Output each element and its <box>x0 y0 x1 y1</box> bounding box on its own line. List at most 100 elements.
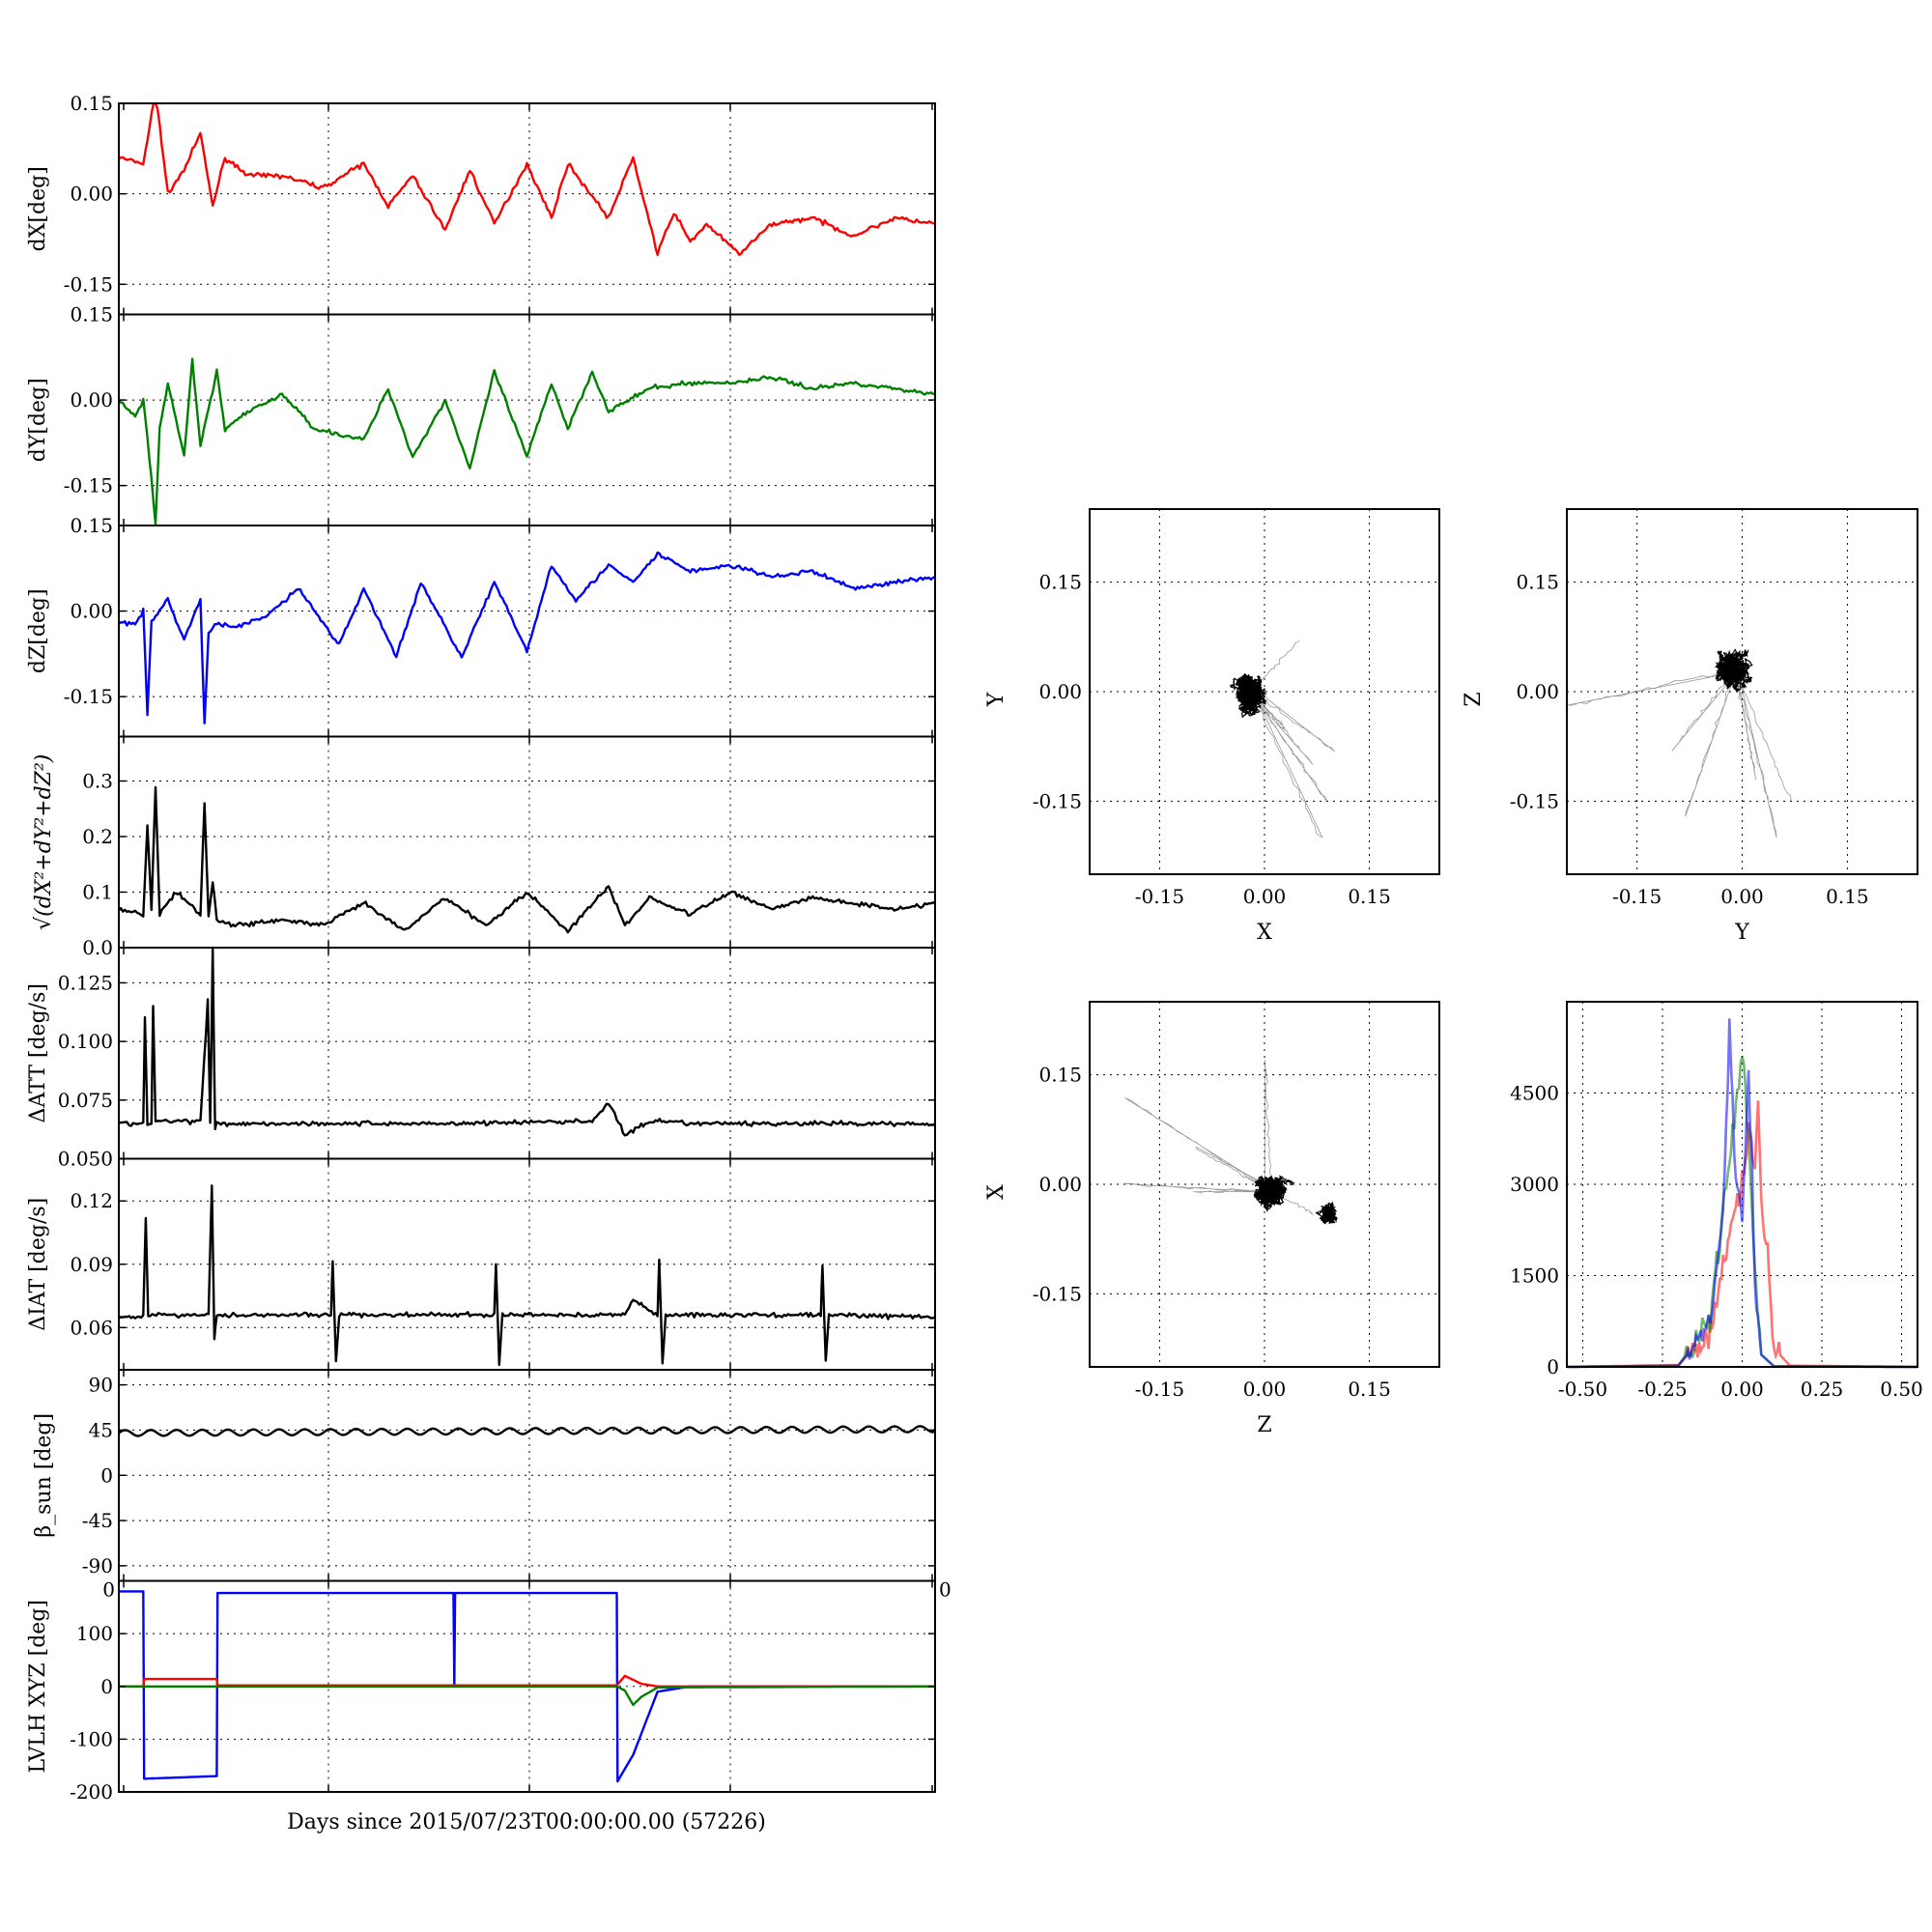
x-tick-label: 0.15 <box>1348 885 1391 908</box>
x-tick-label: -0.50 <box>1558 1378 1607 1401</box>
y-tick-label: 0.00 <box>70 600 113 623</box>
y-tick-label: 0 <box>100 1675 113 1698</box>
y-axis-label: X <box>984 1184 1009 1200</box>
x-axis-label: Days since 2015/07/23T00:00:00.00 (57226… <box>287 1810 766 1834</box>
y-tick-label: 0.15 <box>70 92 113 115</box>
x-tick-label: -0.15 <box>1135 885 1184 908</box>
scatter-cloud <box>1715 648 1753 693</box>
y-tick-label: -0.15 <box>1510 789 1559 812</box>
y-tick-label: 0 <box>1547 1355 1559 1378</box>
y-axis-label: Z <box>1462 692 1486 706</box>
y-tick-label: 0.0 <box>82 936 113 959</box>
y-tick-label: 0.050 <box>58 1148 113 1171</box>
y-tick-label: -100 <box>70 1727 113 1750</box>
axes-frame <box>118 947 936 1160</box>
x-tick-label: 0.00 <box>1720 1378 1764 1401</box>
series-line-dIAT-0 <box>118 1184 936 1366</box>
y-tick-label: 100 <box>76 1622 113 1645</box>
axes-layer <box>118 102 1918 1793</box>
scatter-trail <box>1123 1060 1314 1215</box>
y-tick-label: 90 <box>89 1374 113 1397</box>
axes-frame <box>118 313 936 526</box>
y-tick-label: 0.00 <box>70 183 113 206</box>
y-axis-label: β_sun [deg] <box>32 1413 56 1538</box>
x-tick-label: 0.00 <box>1243 1378 1287 1401</box>
y-axis-label: LVLH XYZ [deg] <box>26 1600 50 1774</box>
y-tick-label: 0.00 <box>1038 1173 1082 1196</box>
axes-frame <box>1089 508 1440 875</box>
y-tick-label: 0.00 <box>1038 680 1082 703</box>
y-axis-label: dY[deg] <box>26 378 50 462</box>
x-tick-label: 0.00 <box>1243 885 1287 908</box>
series-line-beta-0 <box>118 1425 936 1437</box>
y-axis-label: Y <box>984 692 1009 707</box>
y-tick-label: 0.100 <box>58 1030 113 1053</box>
y-tick-label: -0.15 <box>1033 789 1082 812</box>
y-tick-label: -0.15 <box>64 474 113 497</box>
axes-frame <box>118 1579 936 1793</box>
axes-frame <box>118 735 936 949</box>
y-tick-label: 0.075 <box>58 1089 113 1112</box>
y-tick-label: 4500 <box>1510 1082 1559 1105</box>
y-axis-label: ΔIAT [deg/s] <box>26 1198 50 1331</box>
x-tick-label: 0.15 <box>1826 885 1869 908</box>
y-tick-label: 0.1 <box>82 881 113 904</box>
y-tick-label: 0.00 <box>70 388 113 412</box>
scatter-cloud <box>1315 1201 1339 1225</box>
y-tick-label: 0.15 <box>1516 571 1559 594</box>
y-tick-label: 0.15 <box>1038 1064 1082 1087</box>
axes-frame <box>118 525 936 738</box>
axes-frame <box>1566 1001 1918 1368</box>
y-tick-label: 0.125 <box>58 971 113 994</box>
axes-frame <box>118 102 936 316</box>
y-axis-label: √(dX²+dY²+dZ²) <box>32 754 56 930</box>
scatter-trail <box>1567 668 1792 838</box>
y-tick-label: 0.06 <box>70 1316 113 1339</box>
x-axis-label: Y <box>1734 921 1749 945</box>
text-layer: 0.150.00-0.15dX[deg]0.150.00-0.15dY[deg]… <box>26 92 1923 1804</box>
series-line-dR-0 <box>118 785 936 934</box>
y-tick-label: 0.2 <box>82 825 113 848</box>
y-tick-label: 3000 <box>1510 1173 1559 1196</box>
y-tick-label: -45 <box>82 1509 113 1532</box>
y-axis-label: ΔATT [deg/s] <box>26 983 50 1122</box>
series-line-dY-0 <box>117 357 936 526</box>
y-tick-label: 0.00 <box>1516 680 1559 703</box>
series-line-lvlh-1 <box>119 1674 935 1688</box>
scatter-cloud <box>1230 673 1268 719</box>
series-line-dZ-0 <box>118 551 936 724</box>
y-axis-label: dZ[deg] <box>26 588 50 673</box>
y-tick-label: 45 <box>89 1418 113 1441</box>
y-tick-label: 0.15 <box>70 514 113 537</box>
scatter-trail <box>1250 639 1335 838</box>
y-tick-label: -0.15 <box>1033 1282 1082 1305</box>
y-tick-label: 0.15 <box>70 303 113 327</box>
series-line-lvlh-2 <box>119 1685 935 1707</box>
x-axis-label: Z <box>1257 1413 1271 1437</box>
x-tick-label: -0.15 <box>1135 1378 1184 1401</box>
y-tick-label: -90 <box>82 1554 113 1577</box>
y-axis-label: dX[deg] <box>26 166 50 251</box>
series-line-dATT-0 <box>118 946 936 1137</box>
y-tick-label: 0 <box>100 1463 113 1487</box>
y-tick-label: -0.15 <box>64 272 113 296</box>
x-tick-label: 0 <box>102 1578 115 1602</box>
x-axis-label: X <box>1257 921 1272 945</box>
x-tick-label: 0.25 <box>1801 1378 1844 1401</box>
x-tick-label: 0.15 <box>1348 1378 1391 1401</box>
series-line-dX-0 <box>118 101 936 257</box>
y-tick-label: 0.09 <box>70 1253 113 1276</box>
x-tick-label: -0.25 <box>1637 1378 1687 1401</box>
x-tick-label: -0.15 <box>1612 885 1662 908</box>
y-tick-label: 0.3 <box>82 770 113 793</box>
y-tick-label: -200 <box>70 1780 113 1804</box>
y-tick-label: -0.15 <box>64 685 113 708</box>
axes-frame <box>1089 1001 1440 1368</box>
scatter-cloud <box>1253 1175 1295 1213</box>
y-tick-label: 0.15 <box>1038 571 1082 594</box>
data-layer <box>117 101 1918 1783</box>
x-tick-label: 0.50 <box>1880 1378 1923 1401</box>
x-tick-label: 0 <box>939 1578 952 1602</box>
x-tick-label: 0.00 <box>1720 885 1764 908</box>
